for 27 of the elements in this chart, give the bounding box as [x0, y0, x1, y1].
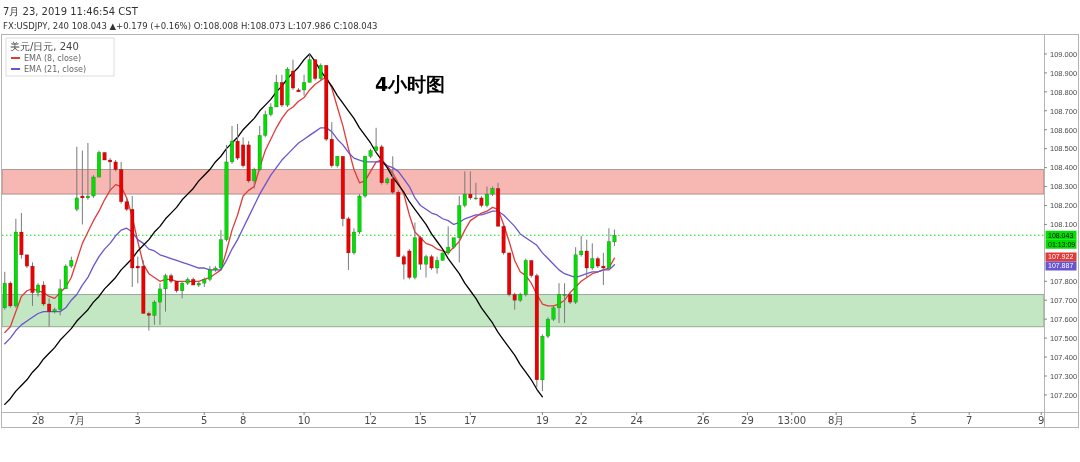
x-tick-label: 12	[364, 415, 377, 426]
x-tick-label: 22	[574, 415, 588, 426]
x-tick-label: 26	[696, 415, 710, 426]
x-tick-label: 29	[741, 415, 754, 426]
x-tick-label: 8月	[827, 415, 845, 426]
x-tick-label: 3	[134, 415, 141, 426]
x-tick-label: 10	[297, 415, 311, 426]
line-series	[4, 127, 616, 345]
x-tick-label: 9	[1038, 415, 1045, 426]
legend-title: 美元/日元, 240	[10, 41, 79, 52]
x-tick-label: 5	[201, 415, 208, 426]
x-tick-label: 15	[414, 415, 427, 426]
x-tick-label: 17	[463, 415, 477, 426]
text: 7月 23, 2019 11:46:54 CST	[3, 6, 139, 17]
x-tick-label: 24	[630, 415, 643, 426]
x-tick-label: 13:00	[777, 415, 807, 426]
x-tick-label: 28	[31, 415, 45, 426]
x-tick-label: 7月	[68, 415, 86, 426]
legend-label: EMA (21, close)	[24, 65, 87, 74]
line-series	[4, 76, 616, 334]
x-tick-label: 19	[536, 415, 549, 426]
text: 4小时图	[375, 73, 446, 95]
x-tick-label: 8	[239, 415, 247, 426]
legend-label: EMA (8, close)	[24, 54, 81, 63]
chart-subtitle: FX:USDJPY, 240 108.043 ▲+0.179 (+0.16%) O:108.008 H:108.073 L:107.986 C:108.043	[3, 21, 378, 31]
x-tick-label: 5	[910, 415, 917, 426]
x-tick-label: 7	[965, 415, 973, 426]
